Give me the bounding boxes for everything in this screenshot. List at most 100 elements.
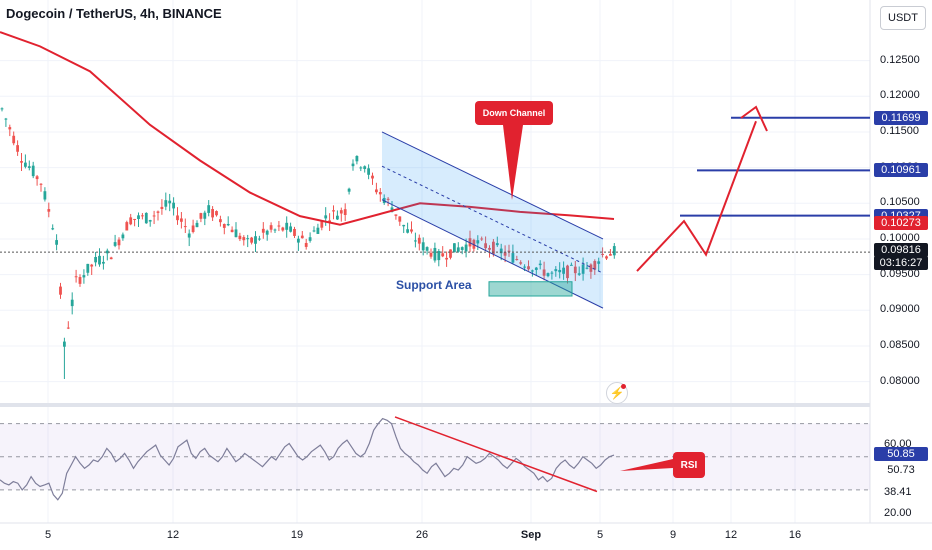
candle-body (468, 238, 472, 247)
candle-body (577, 273, 581, 275)
candle-body (152, 215, 156, 217)
candle-body (531, 270, 534, 272)
candle-body (297, 238, 300, 243)
price-tag: 0.10961 (874, 163, 928, 178)
candle-body (121, 234, 125, 239)
candle-body (176, 215, 179, 221)
candle-body (277, 225, 281, 227)
candle-body (332, 210, 335, 212)
candle-body (570, 264, 573, 266)
time-tick-label: 19 (290, 529, 304, 541)
candle-body (195, 222, 199, 228)
price-tick-label: 0.10500 (880, 196, 920, 209)
time-tick-label: 5 (596, 529, 604, 541)
price-tick-label: 0.09500 (880, 267, 920, 280)
projection-arrowhead (740, 105, 768, 132)
candle-body (421, 242, 425, 251)
time-tick-label: 12 (166, 529, 180, 541)
time-tick-label: Sep (520, 529, 542, 541)
candle-body (222, 224, 226, 228)
candle-body (484, 243, 487, 249)
candle-body (24, 162, 27, 167)
candle-body (51, 228, 55, 230)
candle-body (402, 224, 406, 227)
candle-body (336, 215, 339, 220)
candle-body (148, 220, 152, 222)
candle-body (250, 237, 253, 243)
price-tick-label: 0.12000 (880, 89, 920, 102)
candle-body (12, 135, 16, 144)
candle-body (534, 267, 538, 270)
time-tick-label: 12 (724, 529, 738, 541)
candle-body (320, 221, 324, 228)
candle-body (386, 198, 390, 200)
candle-body (495, 243, 499, 246)
candle-body (515, 259, 519, 261)
candle-body (254, 236, 257, 244)
support-area-label: Support Area (396, 278, 472, 292)
candle-body (258, 238, 261, 240)
candle-body (507, 250, 511, 252)
candle-body (20, 161, 23, 163)
candle-body (585, 267, 589, 269)
candle-body (375, 189, 378, 193)
candle-body (141, 215, 144, 217)
lightning-icon[interactable]: ⚡ (606, 382, 628, 404)
candle-body (390, 207, 394, 212)
candle-body (460, 247, 464, 250)
rsi-tag: 50.73 (874, 463, 928, 477)
candle-body (519, 262, 523, 264)
candle-body (347, 188, 351, 192)
candle-body (66, 327, 70, 329)
candle-body (215, 211, 218, 216)
candle-body (554, 269, 558, 272)
down-channel-upper (381, 131, 604, 240)
candle-body (406, 229, 409, 233)
candle-body (359, 167, 363, 169)
candle-body (394, 214, 398, 216)
candle-body (511, 253, 515, 263)
down-channel-lower (381, 199, 604, 309)
candle-body (226, 223, 230, 226)
candle-body (339, 210, 343, 214)
candle-body (573, 266, 577, 274)
candle-body (133, 218, 136, 220)
candle-body (609, 254, 612, 256)
candle-body (113, 242, 117, 246)
price-tag: 0.11699 (874, 110, 928, 125)
candle-body (4, 118, 8, 120)
candle-body (242, 237, 246, 241)
candle-body (219, 219, 222, 223)
currency-button[interactable]: USDT (880, 6, 926, 30)
time-tick-label: 26 (415, 529, 429, 541)
down-channel-callout: Down Channel (475, 101, 553, 125)
down-channel-pointer (503, 125, 523, 200)
candle-body (183, 226, 187, 228)
price-tick-label: 0.11500 (880, 124, 919, 137)
candle-body (414, 240, 417, 242)
candle-body (492, 241, 495, 254)
candle-body (456, 247, 460, 252)
candle-body (566, 265, 569, 279)
candle-body (316, 227, 320, 234)
candle-body (265, 230, 269, 235)
panel-separator (0, 403, 870, 407)
price-tag: 0.10273 (874, 216, 928, 231)
candle-body (300, 235, 304, 239)
candle-body (562, 267, 565, 274)
rsi-pointer (620, 459, 673, 471)
candle-body (261, 228, 265, 233)
moving-average-line (0, 31, 615, 226)
candle-body (417, 237, 421, 244)
candle-body (172, 202, 175, 209)
candle-body (90, 264, 94, 267)
candle-body (597, 261, 601, 264)
candle-body (125, 222, 129, 231)
candle-body (187, 233, 191, 238)
candle-body (31, 165, 35, 177)
candle-body (78, 277, 82, 284)
candle-body (441, 253, 445, 257)
candle-body (538, 263, 542, 266)
candle-body (488, 247, 491, 250)
